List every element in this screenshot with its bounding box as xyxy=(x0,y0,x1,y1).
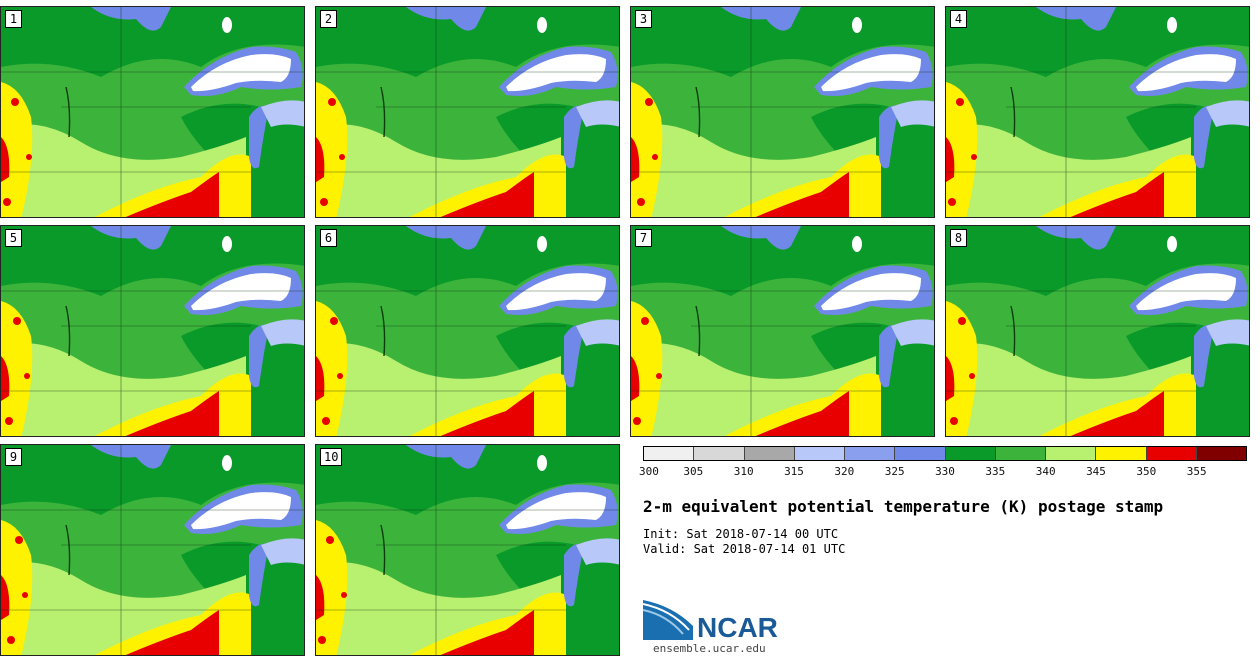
member-map-5 xyxy=(1,226,304,436)
member-panel-8: 8 xyxy=(945,225,1250,437)
member-map-9 xyxy=(1,445,304,655)
member-panel-5: 5 xyxy=(0,225,305,437)
colorbar-tick: 300 xyxy=(639,465,659,478)
colorbar-segment xyxy=(1196,447,1246,460)
colorbar xyxy=(643,446,1247,461)
colorbar-segment xyxy=(895,447,946,460)
colorbar-tick: 320 xyxy=(834,465,855,478)
colorbar-tick: 330 xyxy=(935,465,955,478)
member-panel-6: 6 xyxy=(315,225,620,437)
ncar-logo-text: NCAR xyxy=(697,612,778,643)
colorbar-segment xyxy=(744,447,795,460)
colorbar-segment xyxy=(644,447,695,460)
member-number-label: 5 xyxy=(5,229,22,247)
logo-url: ensemble.ucar.edu xyxy=(653,642,766,655)
member-map-2 xyxy=(316,7,619,217)
colorbar-segment xyxy=(1046,447,1097,460)
member-panel-2: 2 xyxy=(315,6,620,218)
colorbar-tick: 335 xyxy=(985,465,1006,478)
colorbar-segment xyxy=(794,447,845,460)
member-number-label: 1 xyxy=(5,10,22,28)
colorbar-tick: 315 xyxy=(784,465,804,478)
colorbar-tick-labels: 300 305 310 315 320 325 330 335 340 345 350 355 xyxy=(639,465,1247,481)
colorbar-tick: 345 xyxy=(1086,465,1106,478)
member-number-label: 6 xyxy=(320,229,337,247)
member-panel-9: 9 xyxy=(0,444,305,656)
colorbar-segment xyxy=(694,447,745,460)
colorbar-tick: 340 xyxy=(1035,465,1056,478)
member-map-4 xyxy=(946,7,1249,217)
member-map-3 xyxy=(631,7,934,217)
valid-time: Valid: Sat 2018-07-14 01 UTC xyxy=(643,542,846,556)
init-time: Init: Sat 2018-07-14 00 UTC xyxy=(643,527,839,541)
colorbar-tick: 350 xyxy=(1136,465,1157,478)
member-panel-10: 10 xyxy=(315,444,620,656)
colorbar-segment xyxy=(945,447,996,460)
member-number-label: 3 xyxy=(635,10,652,28)
member-map-10 xyxy=(316,445,619,655)
colorbar-segment xyxy=(1146,447,1197,460)
member-panel-7: 7 xyxy=(630,225,935,437)
colorbar-tick: 305 xyxy=(683,465,704,478)
member-map-8 xyxy=(946,226,1249,436)
member-panel-3: 3 xyxy=(630,6,935,218)
colorbar-segment xyxy=(1096,447,1147,460)
colorbar-segment xyxy=(845,447,896,460)
colorbar-segment xyxy=(995,447,1046,460)
colorbar-tick: 355 xyxy=(1186,465,1207,478)
member-map-1 xyxy=(1,7,304,217)
member-panel-1: 1 xyxy=(0,6,305,218)
ncar-logo-icon xyxy=(643,600,693,640)
colorbar-tick: 325 xyxy=(884,465,905,478)
member-number-label: 8 xyxy=(950,229,967,247)
member-number-label: 2 xyxy=(320,10,337,28)
colorbar-tick: 310 xyxy=(733,465,754,478)
member-number-label: 10 xyxy=(320,448,343,466)
member-number-label: 4 xyxy=(950,10,967,28)
member-panel-4: 4 xyxy=(945,6,1250,218)
member-number-label: 7 xyxy=(635,229,652,247)
figure-title: 2-m equivalent potential temperature (K)… xyxy=(643,497,1164,516)
member-number-label: 9 xyxy=(5,448,22,466)
member-map-7 xyxy=(631,226,934,436)
member-map-6 xyxy=(316,226,619,436)
